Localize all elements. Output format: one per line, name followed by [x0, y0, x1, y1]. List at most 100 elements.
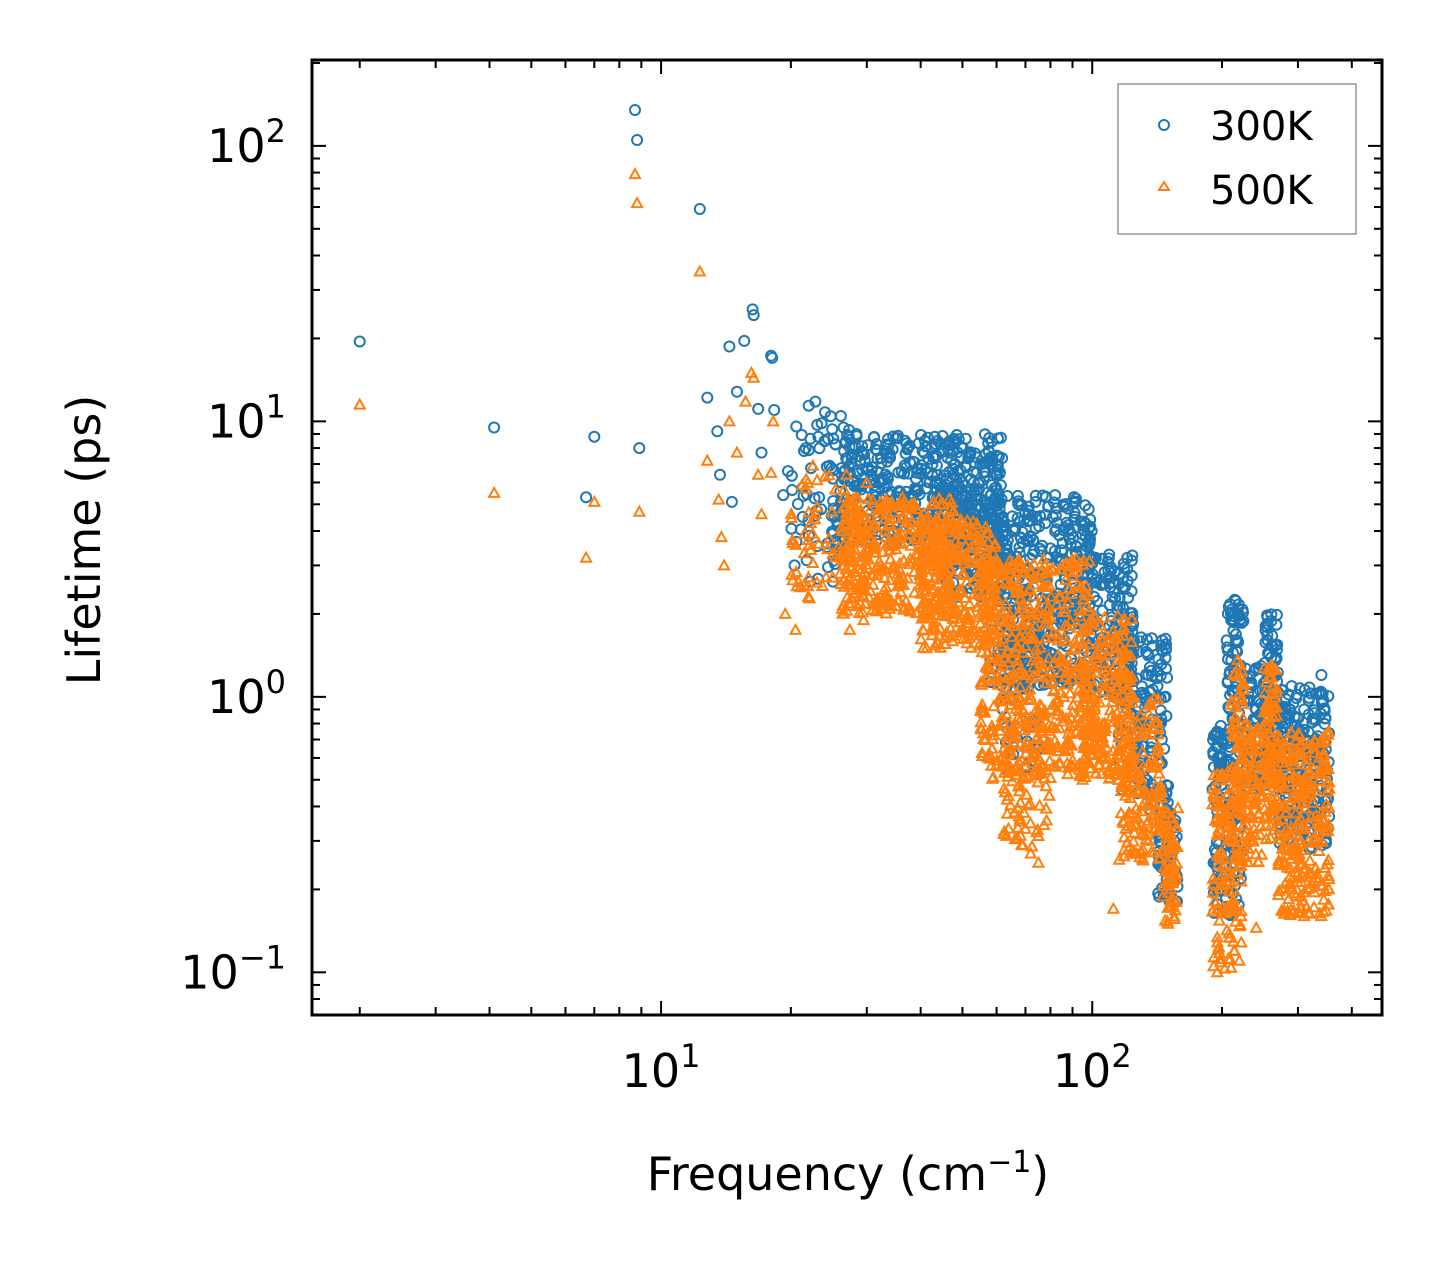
data-point-500k: [1013, 828, 1028, 841]
data-point-500k: [983, 748, 997, 761]
data-point-500k: [1223, 903, 1238, 916]
data-point-500k: [1226, 858, 1240, 871]
data-point-300k: [954, 451, 967, 464]
data-point-500k: [1141, 833, 1156, 846]
data-point-500k: [955, 566, 970, 579]
data-point-300k: [996, 510, 1009, 523]
data-point-500k: [845, 510, 859, 523]
data-point-500k: [1292, 906, 1306, 919]
data-point-300k: [914, 466, 927, 479]
data-point-500k: [1226, 934, 1241, 947]
data-point-500k: [818, 469, 832, 482]
data-point-300k: [488, 421, 501, 434]
data-point-500k: [948, 600, 962, 613]
data-point-500k: [778, 606, 792, 619]
data-point-500k: [1079, 579, 1093, 592]
data-point-500k: [1322, 872, 1336, 885]
data-point-500k: [1061, 619, 1075, 632]
data-point-500k: [630, 196, 644, 209]
data-point-500k: [1087, 712, 1102, 725]
data-point-300k: [982, 444, 995, 457]
data-point-500k: [1013, 795, 1028, 808]
data-point-500k: [914, 632, 928, 645]
data-point-500k: [1282, 906, 1296, 919]
data-point-500k: [852, 606, 866, 619]
data-point-500k: [1234, 693, 1248, 706]
data-point-500k: [940, 544, 955, 557]
data-point-300k: [974, 458, 987, 470]
data-point-500k: [1131, 717, 1145, 730]
data-point-500k: [1156, 878, 1171, 891]
data-point-300k: [1001, 490, 1014, 502]
data-point-300k: [837, 421, 850, 434]
data-point-500k: [1266, 792, 1280, 805]
data-point-500k: [1321, 761, 1336, 774]
data-point-500k: [1039, 779, 1053, 792]
data-point-300k: [1070, 541, 1083, 553]
data-point-500k: [926, 619, 940, 632]
data-point-500k: [1219, 814, 1233, 827]
data-point-500k: [1246, 834, 1260, 847]
data-point-500k: [810, 575, 824, 588]
data-point-300k: [725, 495, 738, 508]
data-point-500k: [849, 490, 863, 503]
data-point-500k: [1147, 691, 1161, 704]
data-point-300k: [1146, 639, 1159, 652]
data-point-300k: [1228, 593, 1241, 606]
data-point-500k: [996, 715, 1010, 728]
data-point-300k: [1319, 712, 1332, 725]
data-point-500k: [1136, 853, 1150, 866]
data-point-500k: [1147, 821, 1162, 834]
data-point-500k: [883, 552, 898, 565]
x-tick-label-exponent: 2: [1111, 1037, 1131, 1075]
data-point-300k: [1208, 729, 1220, 742]
data-point-500k: [1122, 767, 1136, 780]
data-point-500k: [1273, 745, 1288, 758]
data-point-300k: [1126, 607, 1139, 620]
data-point-300k: [916, 445, 929, 458]
data-point-500k: [1215, 859, 1230, 872]
data-point-500k: [1275, 812, 1289, 825]
data-point-500k: [993, 654, 1008, 667]
data-point-500k: [1137, 795, 1152, 808]
x-axis-label-end: ): [1031, 1147, 1049, 1201]
data-point-300k: [1046, 511, 1059, 524]
data-point-300k: [992, 432, 1004, 445]
data-point-500k: [840, 590, 855, 603]
data-point-500k: [1073, 671, 1087, 684]
data-point-300k: [1009, 683, 1022, 696]
data-point-500k: [1124, 634, 1138, 647]
data-point-500k: [1151, 823, 1165, 836]
data-point-300k: [1142, 669, 1155, 681]
data-point-500k: [891, 593, 905, 606]
data-point-500k: [1079, 740, 1094, 753]
data-point-300k: [871, 444, 884, 457]
data-point-300k: [881, 455, 894, 468]
data-point-500k: [1081, 588, 1095, 601]
data-point-500k: [1223, 804, 1238, 817]
data-point-500k: [1210, 848, 1224, 861]
data-point-300k: [1036, 539, 1049, 552]
data-point-500k: [1154, 784, 1168, 797]
data-point-500k: [722, 414, 737, 427]
data-point-500k: [628, 167, 642, 180]
data-point-500k: [1073, 580, 1087, 593]
data-point-500k: [1146, 721, 1160, 734]
data-point-500k: [806, 555, 820, 568]
data-point-500k: [797, 546, 811, 559]
data-point-500k: [914, 536, 928, 549]
data-point-300k: [633, 442, 646, 455]
data-point-500k: [863, 533, 878, 546]
data-point-500k: [836, 573, 850, 586]
data-point-500k: [801, 579, 815, 592]
data-point-300k: [827, 502, 840, 515]
data-point-500k: [890, 579, 905, 592]
data-point-300k: [1261, 617, 1274, 630]
data-point-500k: [922, 561, 937, 574]
data-point-500k: [881, 536, 895, 549]
data-point-500k: [1318, 734, 1333, 747]
data-point-500k: [945, 516, 959, 529]
data-point-500k: [1026, 745, 1041, 758]
data-point-500k: [1066, 753, 1080, 766]
data-point-500k: [1167, 909, 1181, 922]
